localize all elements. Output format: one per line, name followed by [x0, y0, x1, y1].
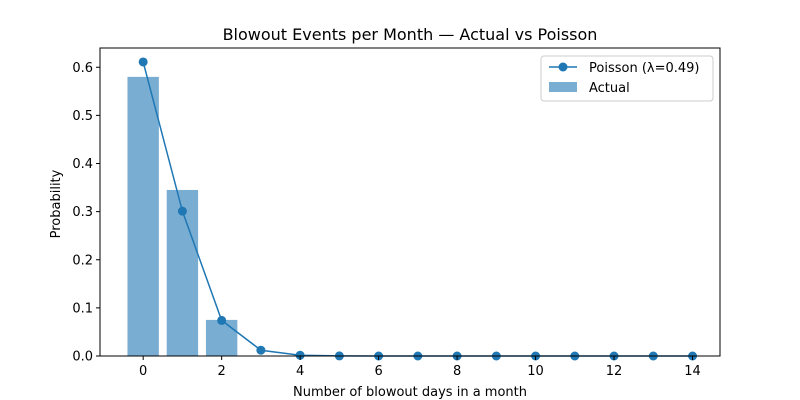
- y-tick-label-0.1: 0.1: [72, 301, 93, 316]
- point-poisson-1: [177, 206, 187, 216]
- legend-box: [540, 55, 714, 102]
- x-tick-label-8: 8: [453, 364, 461, 379]
- x-tick-label-10: 10: [527, 364, 544, 379]
- x-tick-label-12: 12: [606, 364, 623, 379]
- x-tick-label-2: 2: [218, 364, 226, 379]
- point-poisson-2: [217, 315, 227, 325]
- bar-actual-1: [166, 189, 199, 356]
- x-tick-label-0: 0: [139, 364, 147, 379]
- bar-actual-0: [127, 76, 159, 356]
- x-tick-label-4: 4: [296, 364, 304, 379]
- plot-area: [99, 47, 721, 361]
- point-poisson-0: [138, 57, 148, 67]
- y-axis: 0.0 0.1 0.2 0.3 0.4 0.5 0.6: [72, 61, 100, 365]
- bar-actual-2: [205, 319, 238, 356]
- y-axis-label: Probability: [49, 169, 64, 238]
- line-poisson: [142, 61, 693, 357]
- point-poisson-4: [295, 350, 305, 360]
- legend-marker-swatch: [558, 62, 568, 72]
- y-tick-label-0.5: 0.5: [72, 109, 93, 124]
- x-tick-label-14: 14: [684, 364, 701, 379]
- y-tick-label-0.6: 0.6: [72, 61, 93, 76]
- plot-frame: [99, 47, 721, 357]
- legend-bar-swatch: [549, 82, 577, 92]
- legend: Poisson (λ=0.49) Actual: [540, 55, 714, 102]
- chart-title: Blowout Events per Month — Actual vs Poi…: [223, 25, 598, 44]
- y-tick-label-0.4: 0.4: [72, 157, 93, 172]
- x-axis-label: Number of blowout days in a month: [293, 385, 527, 400]
- y-tick-label-0.0: 0.0: [72, 350, 93, 365]
- y-tick-label-0.3: 0.3: [72, 205, 93, 220]
- legend-label-actual: Actual: [589, 81, 630, 96]
- legend-label-poisson: Poisson (λ=0.49): [589, 61, 700, 76]
- y-tick-label-0.2: 0.2: [72, 253, 93, 268]
- x-tick-label-6: 6: [374, 364, 382, 379]
- x-axis: 0 2 4 6 8 10 12 14: [139, 356, 701, 379]
- point-poisson-3: [256, 345, 266, 355]
